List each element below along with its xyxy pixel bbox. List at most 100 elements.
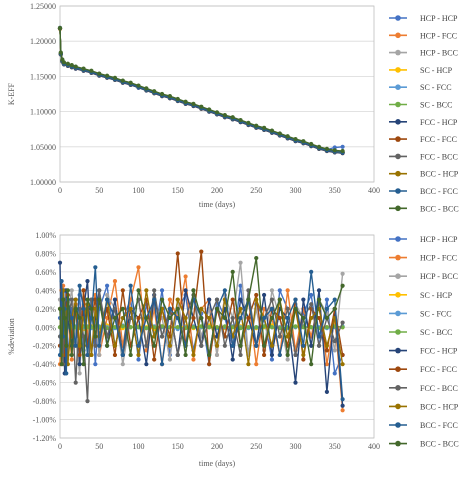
legend-label: FCC - FCC [420, 365, 457, 374]
data-point [191, 357, 196, 362]
data-point [301, 343, 306, 348]
data-point [191, 315, 196, 321]
dev-x-tick-label: 250 [250, 442, 262, 451]
data-point [175, 96, 180, 102]
dev-y-tick-label: 0.40% [35, 286, 56, 295]
keff-series-bcc-fcc [57, 26, 345, 155]
data-point [128, 283, 133, 288]
data-point [340, 283, 345, 288]
data-point [269, 357, 275, 362]
data-point [293, 306, 298, 311]
data-point [309, 302, 314, 307]
data-point [222, 343, 227, 348]
data-point [324, 306, 329, 311]
data-point [77, 283, 82, 288]
keff-x-tick-label: 250 [250, 186, 262, 195]
data-point [277, 315, 282, 321]
data-point [77, 371, 82, 376]
data-point [269, 343, 275, 348]
data-point [167, 297, 172, 302]
data-point [324, 362, 329, 367]
data-point [332, 339, 337, 344]
data-point [340, 362, 345, 367]
keff-x-tick-label: 350 [329, 186, 341, 195]
data-point [269, 306, 275, 311]
data-point [61, 60, 67, 65]
data-point [89, 352, 94, 358]
dev-y-tick-label: -0.20% [33, 342, 57, 351]
data-point [191, 101, 196, 106]
data-point [246, 315, 251, 321]
legend-label: SC - FCC [420, 83, 452, 92]
data-point [214, 306, 220, 311]
data-point [246, 297, 251, 302]
data-point [105, 73, 110, 78]
data-point [309, 292, 314, 298]
keff-y-tick-label: 1.00000 [30, 178, 56, 187]
data-point [73, 64, 78, 69]
data-point [167, 343, 172, 348]
data-point [65, 61, 70, 66]
data-point [183, 288, 188, 293]
data-point [207, 315, 212, 321]
data-point [85, 352, 90, 358]
legend-marker [395, 422, 401, 428]
data-point [285, 134, 290, 139]
data-point [136, 352, 141, 358]
legend-label: HCP - BCC [420, 272, 458, 281]
k-eff-chart: 1.00000 1.05000 1.10000 1.15000 1.20000 1.250… [0, 0, 474, 230]
dev-y-tick-label: 0.80% [35, 249, 56, 258]
data-point [340, 320, 345, 325]
data-point [105, 283, 110, 288]
data-point [59, 279, 64, 284]
dev-y-tick-label: -1.00% [33, 416, 57, 425]
data-point [97, 343, 102, 348]
keff-y-tick-label: 1.10000 [30, 108, 56, 117]
data-point [97, 71, 102, 76]
data-point [238, 306, 243, 311]
data-point [199, 315, 204, 321]
data-point [316, 144, 322, 149]
legend-marker [395, 67, 401, 73]
data-point [262, 292, 267, 298]
keff-series-fcc-bcc [57, 26, 345, 155]
data-point [175, 306, 180, 311]
data-point [301, 352, 306, 358]
data-point [93, 334, 98, 339]
data-point [105, 292, 110, 298]
data-point [85, 279, 90, 284]
data-point [332, 348, 337, 353]
data-point [285, 357, 290, 362]
legend-label: BCC - FCC [420, 187, 458, 196]
keff-x-tick-label: 400 [368, 186, 380, 195]
data-point [159, 288, 165, 293]
keff-series-bcc-bcc [57, 25, 345, 154]
legend-marker [395, 205, 401, 212]
legend-marker [395, 49, 401, 56]
data-point [144, 288, 149, 293]
legend-marker [395, 153, 401, 160]
legend-label: SC - FCC [420, 309, 452, 318]
dev-y-tick-label: 0.60% [35, 268, 56, 277]
data-point [316, 334, 322, 339]
dev-y-tick-label: -1.20% [33, 434, 57, 443]
data-point [340, 408, 345, 413]
data-point [89, 68, 94, 73]
data-point [97, 352, 102, 358]
data-point [64, 371, 69, 376]
data-point [269, 352, 275, 358]
data-point [175, 325, 180, 330]
data-point [254, 343, 259, 348]
data-point [340, 144, 345, 149]
keff-series-hcp-hcp [57, 26, 345, 152]
data-point [112, 297, 118, 302]
data-point [175, 251, 180, 256]
data-point [112, 306, 118, 311]
data-point [254, 362, 259, 367]
dev-y-tick-label: -0.40% [33, 360, 57, 369]
data-point [269, 315, 275, 321]
series-line [59, 28, 343, 153]
data-point [301, 315, 306, 321]
data-point [214, 343, 220, 348]
data-point [309, 141, 314, 147]
